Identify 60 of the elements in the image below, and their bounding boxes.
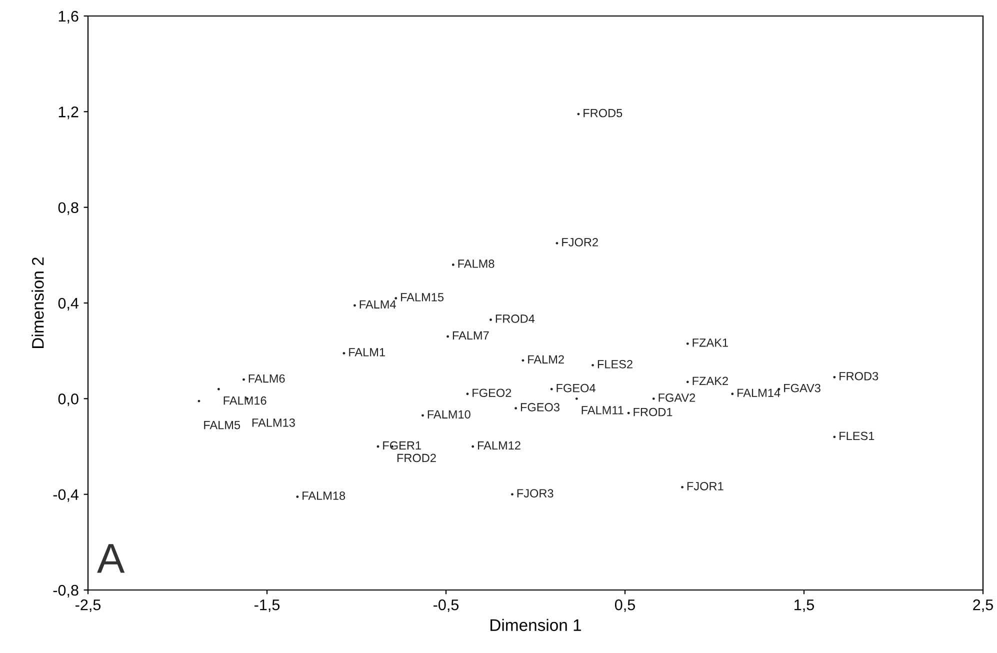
data-label: FALM11 [582, 406, 624, 414]
data-label: FALM12 [478, 441, 520, 450]
data-label: FALM16 [224, 396, 266, 405]
data-label: FGEO4 [556, 384, 596, 392]
y-tick-label: 0,8 [58, 202, 78, 215]
x-tick-label: 0,5 [614, 599, 635, 612]
data-label: FROD4 [496, 314, 535, 323]
data-label: FALM18 [302, 492, 346, 500]
data-label: FLES2 [598, 360, 632, 368]
data-label: FGAV2 [658, 393, 696, 402]
x-tick-label: 1,5 [794, 600, 814, 612]
data-label: FJOR3 [517, 489, 554, 498]
point [522, 359, 524, 362]
y-tick-label: -0,4 [53, 489, 79, 502]
point [686, 342, 689, 345]
point [833, 376, 836, 378]
point [731, 392, 734, 396]
x-tick-label: -0,5 [434, 599, 459, 612]
data-label: FALM4 [360, 300, 396, 308]
data-label: FGER1 [383, 441, 421, 450]
data-label: FGEO3 [520, 403, 560, 412]
data-label: FALM2 [528, 355, 564, 364]
data-label: FGAV3 [784, 384, 820, 392]
y-tick-label: 1,6 [58, 10, 78, 24]
x-tick-label: -2,5 [76, 599, 101, 612]
y-tick-label: -0,8 [53, 584, 78, 598]
point [550, 388, 553, 390]
annotation: A [97, 544, 125, 573]
x-tick-label: 2,5 [973, 599, 993, 612]
y-tick-label: 0,4 [58, 298, 79, 310]
point [466, 392, 469, 396]
y-tick-label: 0,0 [58, 394, 78, 406]
data-label: FALM14 [738, 388, 780, 397]
point [686, 380, 689, 384]
data-label: FJOR2 [562, 238, 598, 246]
data-label: FLES1 [840, 432, 874, 440]
data-label: FROD1 [634, 408, 672, 416]
data-label: FALM13 [252, 418, 295, 427]
data-label: FALM6 [248, 374, 285, 383]
data-label: FROD5 [584, 108, 622, 118]
data-label: FZAK2 [692, 376, 728, 385]
data-label: FROD3 [840, 372, 878, 380]
data-label: FALM15 [401, 293, 444, 302]
data-label: FROD2 [397, 454, 436, 462]
x-axis-title: Dimension 1 [490, 618, 582, 632]
point [472, 445, 474, 448]
y-tick-label: 1,2 [58, 106, 78, 120]
data-label: FZAK1 [692, 338, 728, 347]
point [575, 397, 578, 400]
data-label: FALM5 [204, 420, 240, 430]
point [217, 388, 220, 390]
y-axis-title: Dimension 2 [32, 258, 44, 348]
data-label: FALM10 [428, 410, 470, 419]
point [652, 397, 655, 400]
data-label: FJOR1 [687, 482, 724, 490]
data-label: FALM7 [452, 331, 489, 340]
data-label: FALM1 [349, 348, 385, 356]
data-label: FGEO2 [472, 388, 512, 398]
x-tick-label: -1,5 [254, 600, 280, 612]
data-label: FALM8 [458, 260, 494, 268]
